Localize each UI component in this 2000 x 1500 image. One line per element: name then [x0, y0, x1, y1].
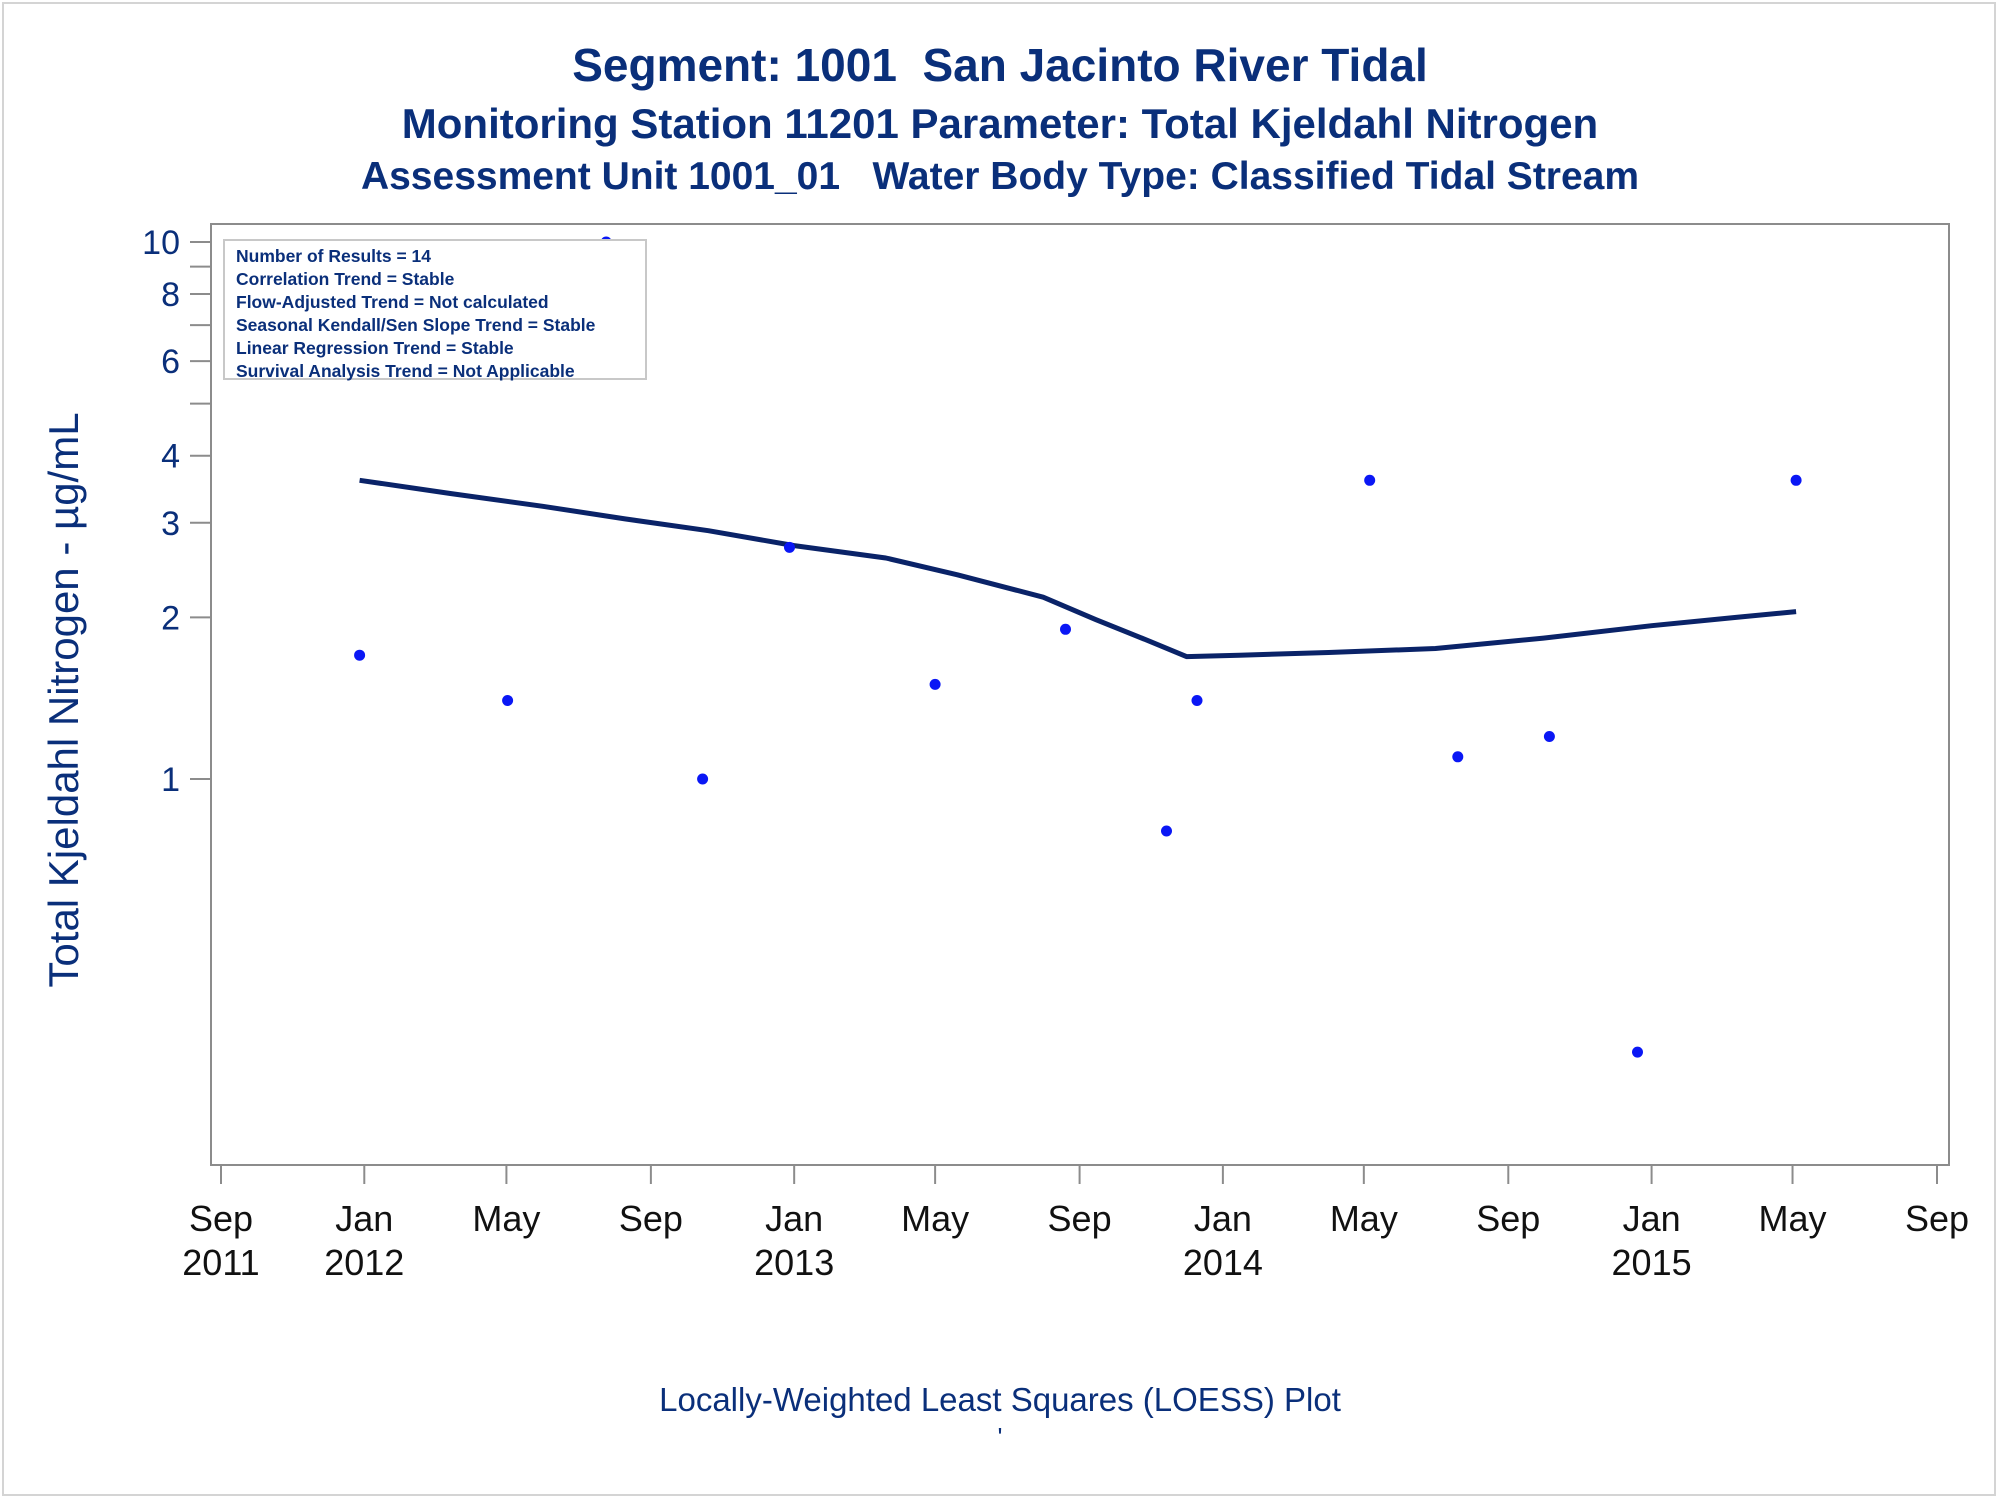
x-tick-year-label: 2014 — [1183, 1242, 1263, 1283]
x-tick-label: May — [472, 1198, 540, 1239]
x-tick-label: Sep — [1476, 1198, 1540, 1239]
x-tick-label: Jan — [1194, 1198, 1252, 1239]
data-point — [929, 678, 941, 690]
data-point — [1191, 695, 1203, 706]
y-tick-label: 6 — [161, 343, 180, 381]
x-tick-label: May — [1330, 1198, 1398, 1239]
data-point — [1060, 623, 1071, 635]
loess-layer — [359, 477, 1797, 660]
x-tick-label: Jan — [335, 1198, 393, 1239]
chart-title: Segment: 1001 San Jacinto River Tidal — [572, 39, 1428, 91]
trend-statistics-box: Number of Results = 14 Correlation Trend… — [223, 239, 647, 381]
data-point — [502, 695, 514, 706]
x-tick-label: Sep — [1048, 1198, 1112, 1239]
data-point — [1543, 731, 1555, 742]
stat-correlation-trend: Correlation Trend = Stable — [236, 269, 455, 289]
x-tick-label: Sep — [1905, 1198, 1969, 1239]
x-tick-year-label: 2013 — [754, 1242, 834, 1283]
y-tick-label: 1 — [161, 761, 180, 799]
chart-subtitle: Monitoring Station 11201 Parameter: Tota… — [401, 100, 1599, 147]
stat-flow-adjusted-trend: Flow-Adjusted Trend = Not calculated — [236, 292, 549, 312]
x-tick-label: Sep — [619, 1198, 683, 1239]
plot-method-footnote: Locally-Weighted Least Squares (LOESS) P… — [659, 1381, 1341, 1418]
y-tick-label: 4 — [161, 438, 180, 476]
data-point — [1790, 474, 1802, 486]
x-tick-year-label: 2011 — [182, 1242, 259, 1283]
stat-seasonal-kendall-trend: Seasonal Kendall/Sen Slope Trend = Stabl… — [236, 315, 596, 335]
y-tick-label: 2 — [161, 599, 180, 637]
y-tick-label: 8 — [161, 276, 180, 314]
y-axis-label: Total Kjeldahl Nitrogen - µg/mL — [40, 412, 87, 987]
y-axis: 1 2 3 4 6 8 10 — [142, 224, 211, 799]
y-tick-label: 10 — [142, 224, 180, 262]
stat-linear-regression-trend: Linear Regression Trend = Stable — [236, 338, 514, 358]
stat-number-of-results: Number of Results = 14 — [236, 246, 431, 266]
loess-curve — [359, 477, 1797, 660]
data-point — [697, 773, 709, 785]
data-point — [1452, 751, 1464, 763]
data-point — [354, 649, 366, 661]
chart-subtitle-2: Assessment Unit 1001_01 Water Body Type:… — [360, 155, 1640, 198]
data-point — [784, 541, 795, 553]
x-tick-label: Jan — [1623, 1198, 1681, 1239]
data-point — [1632, 1046, 1643, 1058]
x-tick-year-label: 2012 — [324, 1242, 404, 1283]
y-tick-label: 3 — [161, 505, 180, 543]
x-tick-year-label: 2015 — [1612, 1242, 1692, 1283]
points-layer — [354, 236, 1802, 1058]
footnote-mark: ' — [997, 1422, 1003, 1452]
data-point — [1161, 825, 1172, 837]
x-tick-label: Sep — [189, 1198, 253, 1239]
x-tick-label: Jan — [765, 1198, 823, 1239]
x-tick-label: May — [901, 1198, 969, 1239]
data-point — [1364, 474, 1376, 486]
x-tick-label: May — [1759, 1198, 1827, 1239]
stat-survival-analysis-trend: Survival Analysis Trend = Not Applicable — [236, 361, 575, 381]
